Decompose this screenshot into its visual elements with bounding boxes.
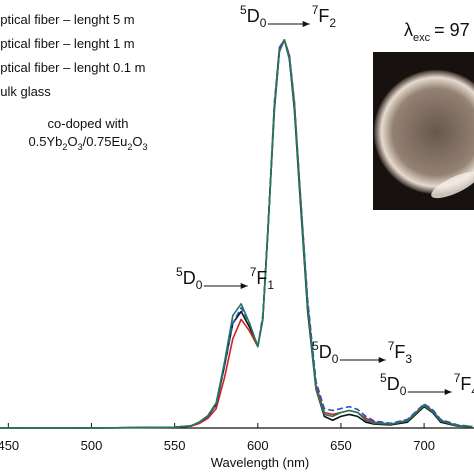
subscript: 0 <box>260 16 267 30</box>
transition-initial: 5D0 <box>312 339 339 366</box>
excitation-label: λexc = 97 <box>404 20 470 44</box>
x-axis-title: Wavelength (nm) <box>211 455 310 470</box>
state: F <box>394 342 405 362</box>
subscript: 3 <box>78 142 83 152</box>
x-tick-label: 500 <box>81 438 103 453</box>
superscript: 5 <box>176 265 183 279</box>
codoping-composition: 0.5Yb2O3/0.75Eu2O3 <box>28 134 147 152</box>
formula-part: O <box>132 134 142 149</box>
fiber-glow <box>374 70 474 194</box>
subscript: 0 <box>332 352 339 366</box>
state: D <box>247 6 260 26</box>
subscript: 2 <box>329 16 336 30</box>
formula-part: /0.75Eu <box>83 134 128 149</box>
legend-label: optical fiber – lenght 1 m <box>0 36 135 51</box>
superscript: 7 <box>388 339 395 353</box>
arrow-head <box>378 357 386 363</box>
state: F <box>256 268 267 288</box>
superscript: 7 <box>312 3 319 17</box>
state: F <box>318 6 329 26</box>
transition-initial: 5D0 <box>380 371 407 398</box>
codoping-title: co-doped with <box>48 116 129 131</box>
legend-label: bulk glass <box>0 84 51 99</box>
transition-final: 7F2 <box>312 3 337 30</box>
superscript: 7 <box>250 265 257 279</box>
transition-final: 7F1 <box>250 265 275 292</box>
transition-initial: 5D0 <box>240 3 267 30</box>
value: = 97 <box>434 20 470 40</box>
glow-highlight <box>431 171 474 199</box>
x-tick-label: 550 <box>164 438 186 453</box>
subscript: 4 <box>471 384 474 398</box>
subscript: 2 <box>127 142 132 152</box>
subscript: 0 <box>400 384 407 398</box>
superscript: 5 <box>312 339 319 353</box>
subscript: 3 <box>143 142 148 152</box>
x-tick-label: 450 <box>0 438 19 453</box>
formula-part: 0.5Yb <box>28 134 62 149</box>
subscript: 3 <box>405 352 412 366</box>
subscript: 2 <box>62 142 67 152</box>
legend-label: optical fiber – lenght 5 m <box>0 12 135 27</box>
subscript: 1 <box>267 278 274 292</box>
arrow-head <box>240 283 248 289</box>
state: D <box>387 374 400 394</box>
series-line <box>0 39 473 429</box>
x-tick-label: 700 <box>413 438 435 453</box>
x-tick-label: 650 <box>330 438 352 453</box>
transition-final: 7F4 <box>454 371 474 398</box>
superscript: 7 <box>454 371 461 385</box>
state: F <box>460 374 471 394</box>
x-tick-label: 600 <box>247 438 269 453</box>
formula-part: O <box>67 134 77 149</box>
state: D <box>183 268 196 288</box>
superscript: 5 <box>380 371 387 385</box>
arrow-head <box>444 389 452 395</box>
arrow-head <box>302 21 310 27</box>
superscript: 5 <box>240 3 247 17</box>
symbol: λ <box>404 20 413 40</box>
transition-final: 7F3 <box>388 339 413 366</box>
legend-label: optical fiber – lenght 0.1 m <box>0 60 145 75</box>
transition-initial: 5D0 <box>176 265 203 292</box>
subscript: exc <box>413 32 431 44</box>
state: D <box>319 342 332 362</box>
subscript: 0 <box>196 278 203 292</box>
